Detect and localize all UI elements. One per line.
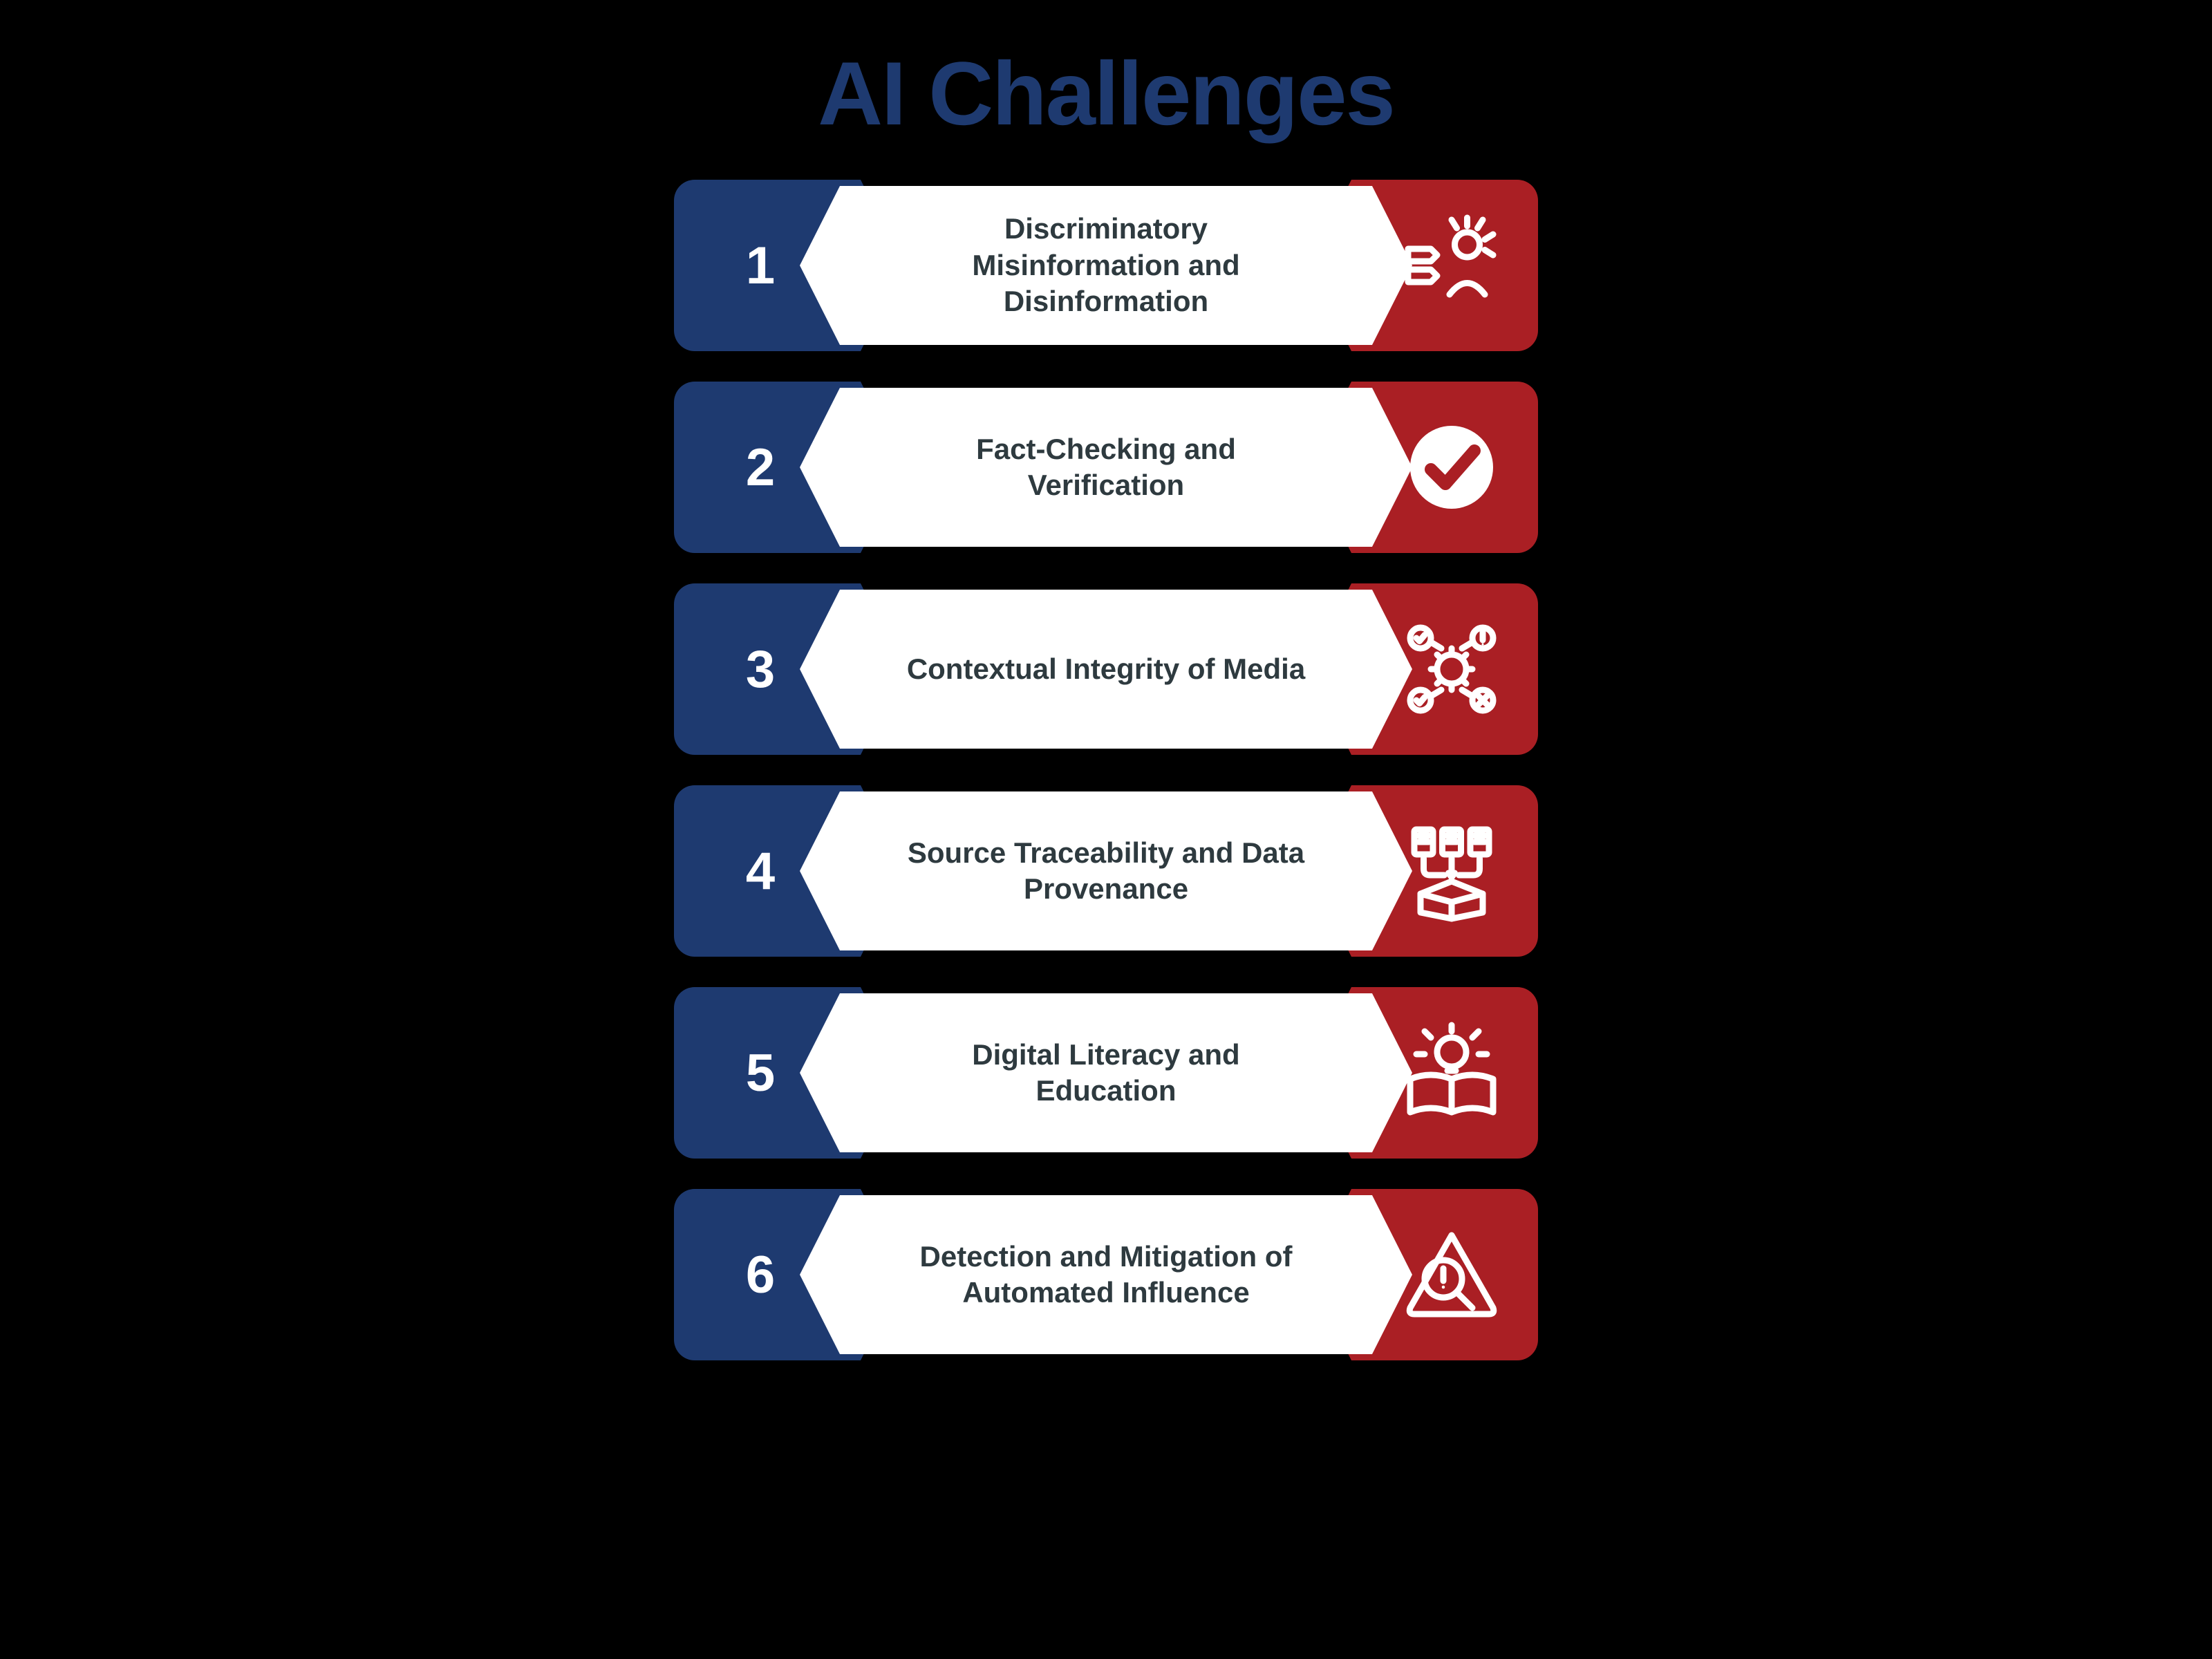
list-item: 2 Fact-Checking and Verification bbox=[674, 382, 1538, 553]
page-title: AI Challenges bbox=[818, 41, 1394, 145]
item-number: 3 bbox=[746, 639, 775, 700]
book-lightbulb-icon bbox=[1400, 1021, 1503, 1125]
item-number: 4 bbox=[746, 841, 775, 901]
item-number: 1 bbox=[746, 236, 775, 296]
list-item: 1 Discriminatory Misinformation and Disi… bbox=[674, 180, 1538, 351]
item-label: Detection and Mitigation of Automated In… bbox=[878, 1239, 1334, 1311]
item-label: Discriminatory Misinformation and Disinf… bbox=[878, 211, 1334, 320]
item-label: Contextual Integrity of Media bbox=[879, 651, 1333, 688]
list-item: 6 Detection and Mitigation of Automated … bbox=[674, 1189, 1538, 1360]
label-panel: Fact-Checking and Verification bbox=[840, 388, 1372, 547]
item-label: Fact-Checking and Verification bbox=[878, 431, 1334, 504]
gear-nodes-icon bbox=[1400, 617, 1503, 721]
label-panel: Digital Literacy and Education bbox=[840, 993, 1372, 1152]
checkmark-circle-icon bbox=[1400, 415, 1503, 519]
label-panel: Discriminatory Misinformation and Disinf… bbox=[840, 186, 1372, 345]
label-panel: Source Traceability and Data Provenance bbox=[840, 791, 1372, 950]
label-panel: Contextual Integrity of Media bbox=[840, 590, 1372, 749]
documents-box-icon bbox=[1400, 819, 1503, 923]
item-number: 5 bbox=[746, 1043, 775, 1103]
list-item: 5 Digital Literacy and Education bbox=[674, 987, 1538, 1159]
label-panel: Detection and Mitigation of Automated In… bbox=[840, 1195, 1372, 1354]
magnifier-warning-icon bbox=[1400, 1223, 1503, 1327]
item-label: Source Traceability and Data Provenance bbox=[878, 835, 1334, 908]
list-item: 4 Source Traceability and Data Provenanc… bbox=[674, 785, 1538, 957]
item-number: 6 bbox=[746, 1245, 775, 1305]
item-label: Digital Literacy and Education bbox=[878, 1037, 1334, 1109]
list-item: 3 Contextual Integrity of Media bbox=[674, 583, 1538, 755]
item-number: 2 bbox=[746, 438, 775, 498]
challenge-list: 1 Discriminatory Misinformation and Disi… bbox=[674, 180, 1538, 1360]
pointing-person-icon bbox=[1400, 214, 1503, 317]
